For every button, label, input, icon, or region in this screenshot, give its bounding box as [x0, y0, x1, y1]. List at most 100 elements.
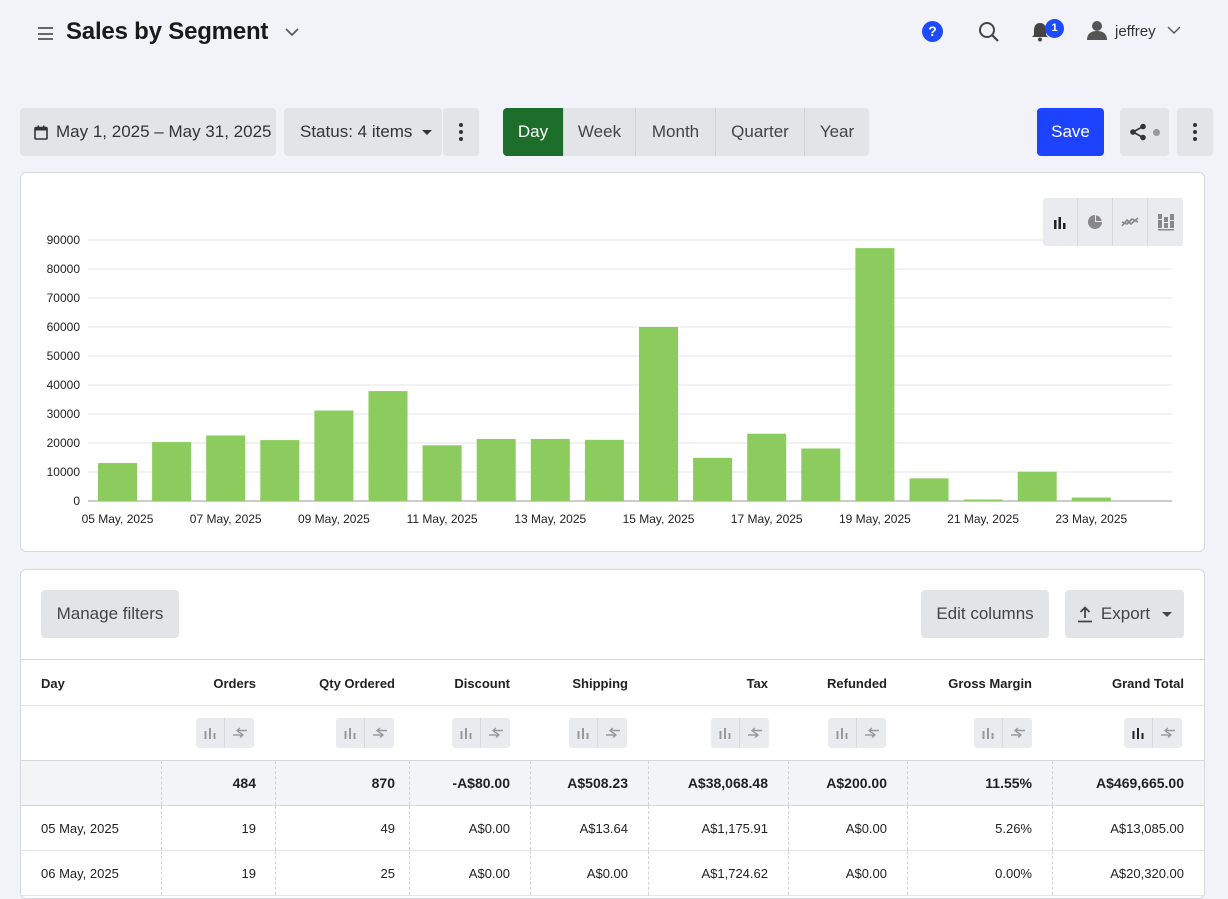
x-tick-label: 23 May, 2025	[1055, 512, 1127, 526]
period-year[interactable]: Year	[805, 108, 869, 156]
bar-chart-icon[interactable]	[828, 718, 857, 748]
compare-arrows-icon[interactable]	[740, 718, 769, 748]
export-button[interactable]: Export	[1065, 590, 1184, 638]
bar-chart-icon[interactable]	[452, 718, 481, 748]
app-header: Sales by Segment ? 1 jeffrey	[0, 0, 1228, 88]
compare-arrows-icon[interactable]	[225, 718, 254, 748]
table-row[interactable]: 06 May, 2025 19 25 A$0.00 A$0.00 A$1,724…	[21, 851, 1204, 896]
compare-arrows-icon[interactable]	[1003, 718, 1032, 748]
bar: 20 May, 2025: 7800	[909, 478, 949, 501]
chevron-down-icon[interactable]	[285, 27, 299, 37]
status-dot	[1153, 128, 1160, 136]
more-actions-button[interactable]	[1177, 108, 1213, 156]
date-range-label: May 1, 2025 – May 31, 2025	[56, 122, 272, 141]
compare-arrows-icon[interactable]	[481, 718, 510, 748]
cell-orders: 19	[241, 866, 256, 881]
column-header-qty-ordered[interactable]: Qty Ordered	[319, 676, 395, 691]
cell-refunded: A$0.00	[845, 866, 887, 881]
compare-arrows-icon[interactable]	[598, 718, 627, 748]
column-toggle-group	[974, 718, 1032, 748]
cell-tax: A$1,724.62	[701, 866, 768, 881]
chart-type-switcher	[1043, 198, 1183, 246]
bar: 19 May, 2025: 87200	[855, 248, 895, 501]
more-options-button[interactable]	[443, 108, 479, 156]
period-quarter[interactable]: Quarter	[716, 108, 805, 156]
y-tick-label: 0	[73, 494, 80, 508]
stacked-chart-icon[interactable]	[1148, 198, 1183, 246]
caret-down-icon	[1162, 611, 1173, 617]
period-day[interactable]: Day	[503, 108, 564, 156]
column-header-refunded[interactable]: Refunded	[827, 676, 887, 691]
bell-icon[interactable]	[1031, 22, 1049, 42]
share-icon	[1130, 123, 1146, 141]
manage-filters-button[interactable]: Manage filters	[41, 590, 179, 638]
x-tick-label: 15 May, 2025	[623, 512, 695, 526]
chevron-down-icon[interactable]	[1167, 25, 1181, 35]
bar: 11 May, 2025: 19200	[422, 445, 462, 501]
x-tick-label: 11 May, 2025	[407, 512, 478, 526]
status-filter-button[interactable]: Status: 4 items	[284, 108, 442, 156]
column-toggle-group	[711, 718, 769, 748]
period-selector: Day Week Month Quarter Year	[503, 108, 869, 156]
cell-gross-margin: 0.00%	[995, 866, 1032, 881]
column-header-grand-total[interactable]: Grand Total	[1112, 676, 1184, 691]
bar-chart-icon[interactable]	[1043, 198, 1078, 246]
x-tick-label: 19 May, 2025	[839, 512, 911, 526]
table-row[interactable]: 05 May, 2025 19 49 A$0.00 A$13.64 A$1,17…	[21, 806, 1204, 851]
date-range-button[interactable]: May 1, 2025 – May 31, 2025	[20, 108, 276, 156]
column-toggle-group	[196, 718, 254, 748]
cell-qty-ordered: 49	[380, 821, 395, 836]
kebab-icon	[1193, 123, 1197, 141]
bar: 08 May, 2025: 21000	[260, 440, 300, 501]
y-tick-label: 50000	[47, 349, 81, 363]
upload-icon	[1077, 605, 1092, 622]
save-button[interactable]: Save	[1037, 108, 1104, 156]
user-name[interactable]: jeffrey	[1115, 23, 1156, 40]
bar-chart-icon[interactable]	[196, 718, 225, 748]
cell-gross-margin: 5.26%	[995, 821, 1032, 836]
bar: 23 May, 2025: 1200	[1071, 497, 1111, 501]
pie-chart-icon[interactable]	[1078, 198, 1113, 246]
y-tick-label: 20000	[47, 436, 81, 450]
edit-columns-button[interactable]: Edit columns	[921, 590, 1049, 638]
bar-chart-icon[interactable]	[711, 718, 740, 748]
bar-chart-icon[interactable]	[336, 718, 365, 748]
line-chart-icon[interactable]	[1113, 198, 1148, 246]
y-tick-label: 40000	[47, 378, 81, 392]
bar-chart-icon[interactable]	[569, 718, 598, 748]
period-month[interactable]: Month	[636, 108, 716, 156]
cell-discount: A$0.00	[468, 821, 510, 836]
total-qty-ordered: 870	[371, 775, 395, 791]
column-header-day[interactable]: Day	[41, 676, 65, 691]
bar: 05 May, 2025: 13085	[98, 463, 137, 501]
column-header-discount[interactable]: Discount	[454, 676, 510, 691]
total-refunded: A$200.00	[826, 775, 887, 791]
x-tick-label: 13 May, 2025	[514, 512, 586, 526]
y-tick-label: 10000	[47, 465, 81, 479]
cell-refunded: A$0.00	[845, 821, 887, 836]
calendar-icon	[34, 125, 48, 140]
bar: 21 May, 2025: 500	[963, 499, 1003, 501]
column-header-shipping[interactable]: Shipping	[572, 676, 628, 691]
help-icon[interactable]: ?	[922, 21, 943, 42]
user-avatar-icon[interactable]	[1087, 20, 1107, 40]
compare-arrows-icon[interactable]	[1153, 718, 1182, 748]
bar-chart-icon[interactable]	[1124, 718, 1153, 748]
column-chart-toggles	[21, 706, 1204, 761]
compare-arrows-icon[interactable]	[857, 718, 886, 748]
cell-qty-ordered: 25	[380, 866, 395, 881]
column-header-orders[interactable]: Orders	[213, 676, 256, 691]
period-week[interactable]: Week	[564, 108, 636, 156]
y-tick-label: 60000	[47, 320, 81, 334]
share-button[interactable]	[1120, 108, 1169, 156]
totals-row: 484 870 -A$80.00 A$508.23 A$38,068.48 A$…	[21, 761, 1204, 806]
column-header-gross-margin[interactable]: Gross Margin	[948, 676, 1032, 691]
bar-chart-icon[interactable]	[974, 718, 1003, 748]
compare-arrows-icon[interactable]	[365, 718, 394, 748]
column-header-tax[interactable]: Tax	[746, 676, 768, 691]
total-tax: A$38,068.48	[687, 775, 768, 791]
page-title: Sales by Segment	[66, 18, 269, 45]
search-icon[interactable]	[978, 21, 1000, 43]
menu-icon[interactable]	[38, 27, 53, 40]
notification-badge: 1	[1045, 19, 1064, 38]
